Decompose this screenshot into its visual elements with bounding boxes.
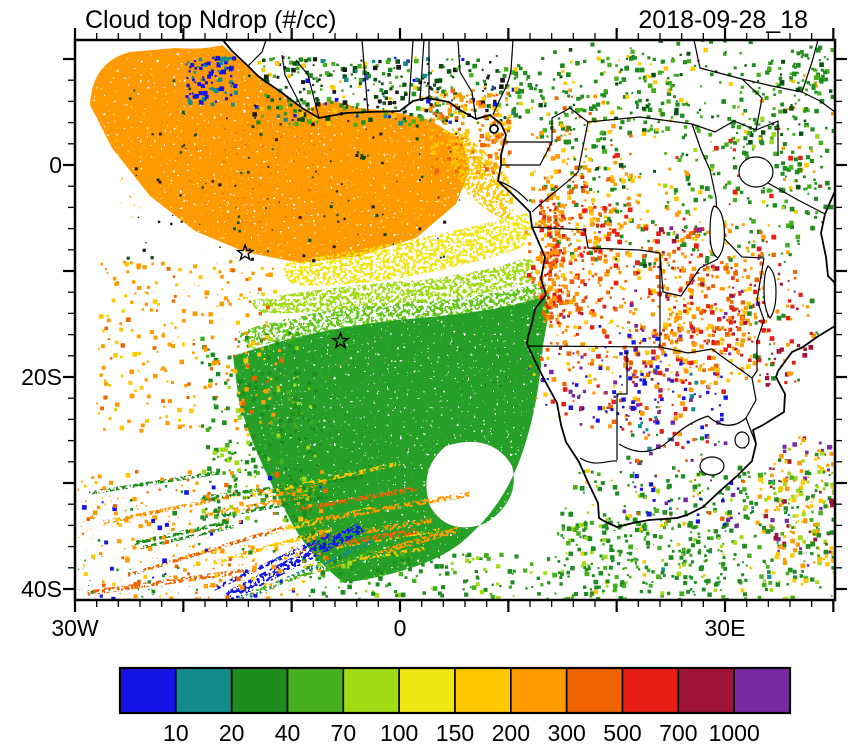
plot-title: Cloud top Ndrop (#/cc) (85, 6, 337, 34)
colorbar-tick-label: 700 (659, 720, 697, 746)
x-axis-tick-label: 30W (51, 615, 99, 641)
colorbar-tick-label: 500 (603, 720, 641, 746)
colorbar-tick-label: 200 (492, 720, 530, 746)
colorbar-tick-label: 300 (547, 720, 585, 746)
colorbar-tick-label: 150 (436, 720, 474, 746)
star-markers (235, 242, 351, 350)
plot-timestamp: 2018-09-28_18 (638, 6, 808, 34)
colorbar-box (733, 667, 791, 714)
colorbar-box (286, 667, 345, 714)
y-axis-tick-label: 0 (49, 152, 62, 178)
star-marker (330, 330, 351, 350)
x-axis-tick-label: 30E (705, 615, 746, 641)
data-speckles (81, 40, 835, 600)
bright-green-arc (238, 282, 551, 346)
map-frame (73, 38, 837, 602)
bioko-island (489, 124, 499, 134)
axis-ticks (63, 28, 847, 612)
colorbar-box (175, 667, 233, 714)
country-borders (247, 40, 835, 464)
streak-group (111, 93, 384, 422)
gold-patch (337, 128, 461, 236)
y-axis-labels: 0 20S 40S (21, 152, 62, 602)
lesotho-border (699, 456, 725, 476)
lake-tanganyika (709, 205, 725, 259)
colorbar-box (230, 667, 289, 714)
x-axis-labels: 30W 0 30E (51, 615, 745, 641)
colorbar-box (119, 667, 177, 714)
colorbar-tick-label: 10 (163, 720, 189, 746)
colorbar-box (510, 667, 568, 714)
yellow-band (283, 213, 533, 286)
data-streaks (87, 93, 835, 600)
colorbar-box (565, 667, 624, 714)
y-axis-tick-label: 40S (21, 576, 62, 602)
colorbar-box (342, 667, 400, 714)
eswatini-border (734, 431, 750, 449)
colorbar: 10 20 40 70 100 150 200 300 500 700 1000 (118, 666, 792, 746)
colorbar-box (398, 667, 456, 714)
map-data-area (75, 40, 835, 600)
colorbar-tick-label: 1000 (709, 720, 760, 746)
colorbar-tick-label: 70 (331, 720, 357, 746)
colorbar-outline (118, 666, 792, 715)
colorbar-tick-label: 40 (275, 720, 301, 746)
coastline-and-borders (221, 40, 835, 528)
chartreuse-arc (251, 257, 537, 314)
colorbar-box (454, 667, 512, 714)
y-axis-tick-label: 20S (21, 364, 62, 390)
colorbar-box (677, 667, 735, 714)
dark-green-patch-2 (438, 337, 519, 394)
gold-coastal-patch (446, 128, 514, 222)
colorbar-box (621, 667, 680, 714)
lake-victoria (738, 156, 774, 188)
star-marker (235, 242, 255, 262)
lake-malawi (763, 265, 777, 320)
colorbar-tick-label: 20 (219, 720, 245, 746)
x-axis-tick-label: 0 (394, 615, 407, 641)
colorbar-tick-label: 100 (380, 720, 418, 746)
east-africa-coastline (820, 190, 835, 284)
